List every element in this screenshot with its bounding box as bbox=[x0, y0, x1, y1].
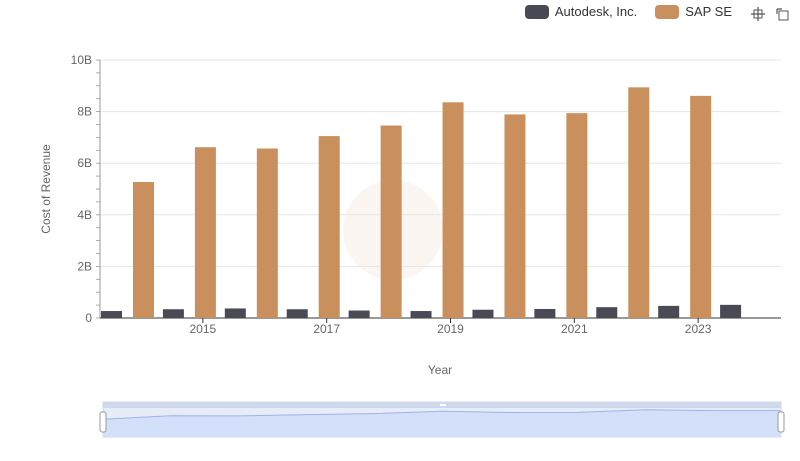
bar-sap-2022 bbox=[628, 87, 650, 319]
bar-autodesk-2022 bbox=[596, 307, 618, 318]
bar-autodesk-2019 bbox=[410, 311, 432, 318]
bar-autodesk-2015 bbox=[162, 309, 184, 318]
navigator-handle-left[interactable] bbox=[99, 411, 107, 433]
legend-item-sap[interactable]: SAP SE bbox=[655, 4, 732, 19]
legend-swatch-sap bbox=[655, 4, 680, 19]
legend-swatch-autodesk bbox=[524, 4, 549, 19]
y-tick-label: 4B bbox=[77, 208, 92, 222]
legend-label-sap: SAP SE bbox=[685, 4, 732, 19]
y-tick-label: 8B bbox=[77, 105, 92, 119]
bar-autodesk-2021 bbox=[534, 308, 556, 318]
navigator-area bbox=[103, 409, 781, 437]
x-axis-title: Year bbox=[428, 363, 452, 377]
y-axis-title: Cost of Revenue bbox=[39, 144, 53, 234]
bar-autodesk-2024 bbox=[720, 304, 742, 318]
reset-icon[interactable] bbox=[774, 6, 790, 22]
y-tick-label: 10B bbox=[71, 53, 92, 67]
chart-toolbar bbox=[750, 6, 790, 22]
legend-label-autodesk: Autodesk, Inc. bbox=[554, 4, 638, 19]
bar-sap-2016 bbox=[256, 148, 278, 318]
bar-sap-2019 bbox=[442, 102, 464, 318]
bar-autodesk-2016 bbox=[224, 308, 246, 318]
y-tick-label: 0 bbox=[85, 311, 92, 325]
bar-sap-2021 bbox=[566, 113, 588, 318]
x-tick-label: 2023 bbox=[685, 322, 712, 336]
bar-autodesk-2014 bbox=[101, 311, 122, 318]
bar-sap-2020 bbox=[504, 114, 526, 318]
navigator-handle-right[interactable] bbox=[777, 411, 785, 433]
crosshair-icon[interactable] bbox=[750, 6, 766, 22]
navigator-line bbox=[102, 409, 781, 420]
bar-autodesk-2017 bbox=[286, 309, 308, 318]
bar-sap-2018 bbox=[380, 125, 402, 318]
x-tick-label: 2019 bbox=[437, 322, 464, 336]
x-tick-label: 2015 bbox=[190, 322, 217, 336]
bar-sap-2015 bbox=[194, 147, 216, 318]
x-tick-label: 2017 bbox=[313, 322, 340, 336]
bar-autodesk-2023 bbox=[658, 305, 680, 318]
x-tick-label: 2021 bbox=[561, 322, 588, 336]
bar-sap-2017 bbox=[318, 136, 340, 318]
legend-item-autodesk[interactable]: Autodesk, Inc. bbox=[524, 4, 638, 19]
bar-autodesk-2018 bbox=[348, 310, 370, 318]
legend: Autodesk, Inc. SAP SE bbox=[524, 4, 732, 19]
y-tick-label: 2B bbox=[77, 259, 92, 273]
bar-sap-2023 bbox=[690, 95, 712, 318]
y-tick-label: 6B bbox=[77, 156, 92, 170]
bar-autodesk-2020 bbox=[472, 309, 494, 318]
bar-sap-2014 bbox=[133, 182, 154, 318]
